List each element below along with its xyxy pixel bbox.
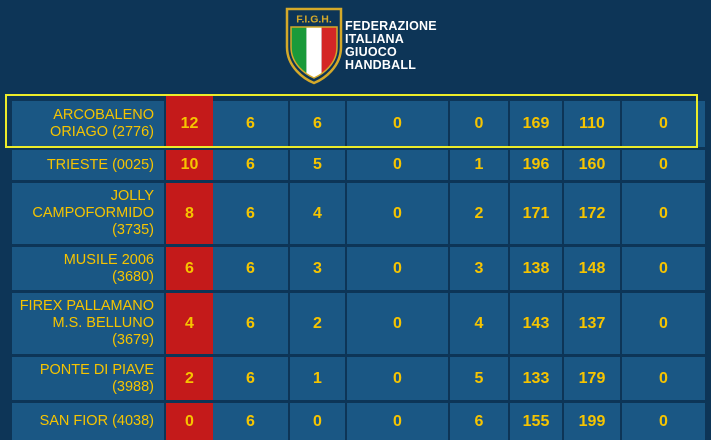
stat-cell: 6 bbox=[450, 403, 508, 440]
team-name-cell: PONTE DI PIAVE (3988) bbox=[12, 357, 164, 400]
team-name-cell: MUSILE 2006 (3680) bbox=[12, 247, 164, 290]
stat-cell: 6 bbox=[213, 357, 288, 400]
team-name-line: MUSILE 2006 bbox=[63, 251, 154, 268]
stat-cell: 0 bbox=[622, 247, 705, 290]
stat-cell: 2 bbox=[450, 183, 508, 244]
team-name-line: (3680) bbox=[112, 268, 154, 285]
stat-cell: 4 bbox=[450, 293, 508, 354]
stat-cell: 1 bbox=[450, 150, 508, 180]
stat-cell: 169 bbox=[510, 101, 562, 147]
stat-cell: 6 bbox=[213, 150, 288, 180]
svg-text:F.I.G.H.: F.I.G.H. bbox=[296, 14, 332, 26]
team-name-line: (3679) bbox=[112, 332, 154, 348]
stat-cell: 0 bbox=[450, 101, 508, 147]
stat-cell: 5 bbox=[450, 357, 508, 400]
stat-cell: 172 bbox=[564, 183, 620, 244]
header: F.I.G.H. FEDERAZIONE ITALIANA GIUOCO HAN… bbox=[0, 0, 711, 92]
stat-cell: 6 bbox=[213, 183, 288, 244]
team-name-line: M.S. BELLUNO bbox=[52, 315, 154, 331]
team-name-cell: SAN FIOR (4038) bbox=[12, 403, 164, 440]
federation-name: FEDERAZIONE ITALIANA GIUOCO HANDBALL bbox=[345, 20, 437, 72]
points-cell: 0 bbox=[166, 403, 213, 440]
team-name-cell: ARCOBALENO ORIAGO (2776) bbox=[12, 101, 164, 147]
team-name-cell: JOLLY CAMPOFORMIDO (3735) bbox=[12, 183, 164, 244]
stat-cell: 6 bbox=[213, 247, 288, 290]
stat-cell: 0 bbox=[622, 150, 705, 180]
stat-cell: 0 bbox=[347, 357, 448, 400]
stat-cell: 160 bbox=[564, 150, 620, 180]
team-name-line: ORIAGO (2776) bbox=[50, 124, 154, 140]
stat-cell: 5 bbox=[290, 150, 345, 180]
stat-cell: 0 bbox=[347, 101, 448, 147]
stat-cell: 4 bbox=[290, 183, 345, 244]
team-name-line: JOLLY bbox=[110, 188, 154, 204]
stat-cell: 137 bbox=[564, 293, 620, 354]
team-name-line: (3735) bbox=[112, 222, 154, 238]
stat-cell: 0 bbox=[347, 403, 448, 440]
stat-cell: 196 bbox=[510, 150, 562, 180]
team-name-line: FIREX PALLAMANO bbox=[19, 298, 154, 314]
points-cell: 10 bbox=[166, 150, 213, 180]
stat-cell: 0 bbox=[347, 293, 448, 354]
stat-cell: 148 bbox=[564, 247, 620, 290]
federation-name-line: HANDBALL bbox=[345, 58, 417, 72]
stat-cell: 0 bbox=[622, 293, 705, 354]
stat-cell: 0 bbox=[622, 183, 705, 244]
stat-cell: 143 bbox=[510, 293, 562, 354]
stat-cell: 6 bbox=[213, 101, 288, 147]
team-name-cell: TRIESTE (0025) bbox=[12, 150, 164, 180]
stat-cell: 6 bbox=[213, 403, 288, 440]
team-name-line: TRIESTE (0025) bbox=[46, 156, 154, 173]
stat-cell: 0 bbox=[290, 403, 345, 440]
team-name-line: SAN FIOR (4038) bbox=[39, 413, 154, 429]
stat-cell: 0 bbox=[622, 403, 705, 440]
points-column-marker bbox=[166, 96, 213, 101]
figh-logo-shield-icon: F.I.G.H. bbox=[285, 7, 343, 85]
stat-cell: 0 bbox=[347, 247, 448, 290]
team-name-cell: FIREX PALLAMANO M.S. BELLUNO (3679) bbox=[12, 293, 164, 354]
points-cell: 12 bbox=[166, 101, 213, 147]
points-cell: 4 bbox=[166, 293, 213, 354]
federation-name-line: ITALIANA bbox=[345, 32, 404, 46]
stat-cell: 0 bbox=[347, 150, 448, 180]
stat-cell: 171 bbox=[510, 183, 562, 244]
team-name-line: CAMPOFORMIDO bbox=[32, 205, 154, 221]
stat-cell: 0 bbox=[622, 357, 705, 400]
stat-cell: 0 bbox=[622, 101, 705, 147]
stat-cell: 133 bbox=[510, 357, 562, 400]
stat-cell: 6 bbox=[290, 101, 345, 147]
points-cell: 6 bbox=[166, 247, 213, 290]
team-name-line: (3988) bbox=[112, 378, 154, 395]
team-name-line: ARCOBALENO bbox=[53, 107, 154, 123]
federation-name-line: GIUOCO bbox=[345, 45, 397, 59]
federation-name-line: FEDERAZIONE bbox=[345, 19, 437, 33]
stat-cell: 0 bbox=[347, 183, 448, 244]
stat-cell: 3 bbox=[290, 247, 345, 290]
points-cell: 2 bbox=[166, 357, 213, 400]
points-cell: 8 bbox=[166, 183, 213, 244]
stat-cell: 2 bbox=[290, 293, 345, 354]
team-name-line: PONTE DI PIAVE bbox=[39, 361, 154, 378]
stat-cell: 179 bbox=[564, 357, 620, 400]
stat-cell: 110 bbox=[564, 101, 620, 147]
stat-cell: 155 bbox=[510, 403, 562, 440]
stat-cell: 1 bbox=[290, 357, 345, 400]
stat-cell: 6 bbox=[213, 293, 288, 354]
stat-cell: 3 bbox=[450, 247, 508, 290]
stat-cell: 138 bbox=[510, 247, 562, 290]
stat-cell: 199 bbox=[564, 403, 620, 440]
